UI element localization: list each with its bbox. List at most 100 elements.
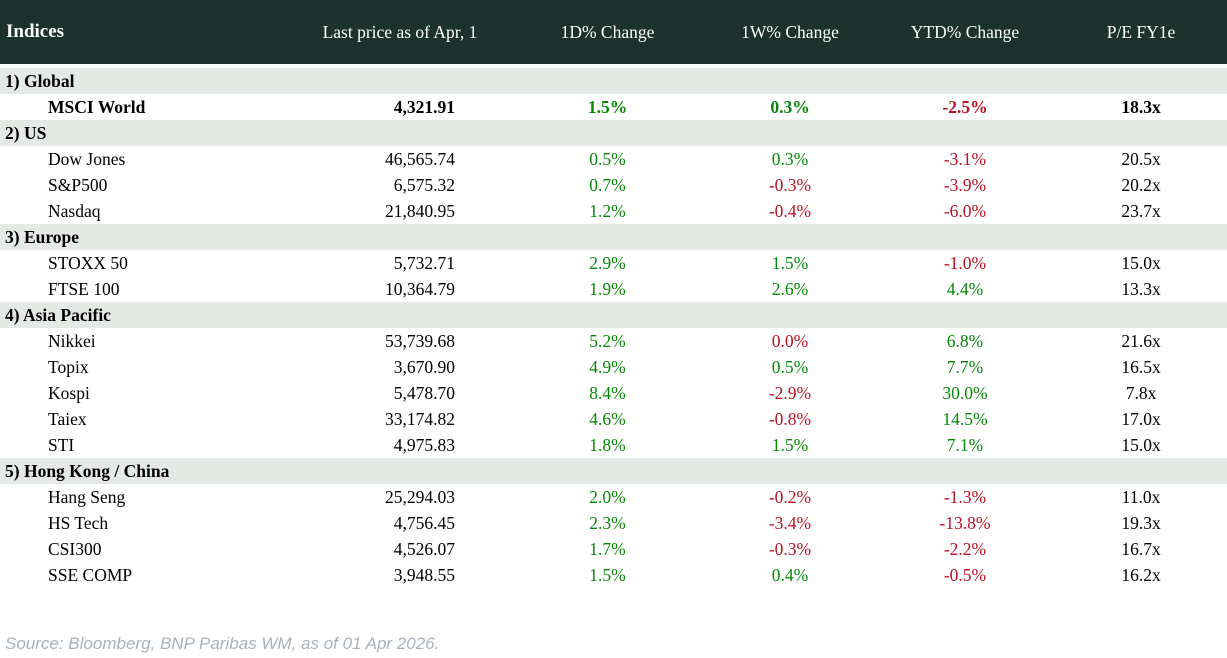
last-price: 3,948.55 — [393, 564, 455, 585]
index-name: S&P500 — [48, 174, 108, 195]
pe-fy1e: 18.3x — [1121, 96, 1161, 117]
index-name: Hang Seng — [48, 486, 126, 507]
table-row: S&P500 6,575.32 0.7% -0.3% -3.9% 20.2x — [0, 172, 1227, 198]
pe-fy1e: 7.8x — [1125, 382, 1157, 403]
section-row: 3) Europe — [0, 224, 1227, 250]
change-1w: 2.6% — [771, 278, 809, 299]
last-price: 33,174.82 — [385, 408, 455, 429]
change-1w: 0.3% — [771, 148, 809, 169]
table-header: Indices Last price as of Apr, 1 1D% Chan… — [0, 0, 1227, 68]
table-row: STOXX 50 5,732.71 2.9% 1.5% -1.0% 15.0x — [0, 250, 1227, 276]
table-row: Hang Seng 25,294.03 2.0% -0.2% -1.3% 11.0x — [0, 484, 1227, 510]
index-name: Nikkei — [48, 330, 96, 351]
change-1w: 0.4% — [771, 564, 809, 585]
change-1d: 1.8% — [589, 434, 626, 455]
section-row: 4) Asia Pacific — [0, 302, 1227, 328]
pe-fy1e: 16.2x — [1121, 564, 1161, 585]
index-name: SSE COMP — [48, 564, 133, 585]
index-name: STI — [48, 434, 75, 455]
change-ytd: 14.5% — [942, 408, 988, 429]
pe-fy1e: 21.6x — [1121, 330, 1161, 351]
source-note: Source: Bloomberg, BNP Paribas WM, as of… — [5, 634, 440, 653]
change-ytd: 7.1% — [946, 434, 984, 455]
change-1w: -3.4% — [768, 512, 812, 533]
index-name: HS Tech — [48, 512, 109, 533]
header-row: Indices Last price as of Apr, 1 1D% Chan… — [0, 0, 1227, 68]
change-1d: 1.5% — [587, 96, 628, 117]
last-price: 21,840.95 — [385, 200, 455, 221]
index-name: Nasdaq — [48, 200, 101, 221]
last-price: 53,739.68 — [385, 330, 455, 351]
change-ytd: -3.1% — [943, 148, 987, 169]
table-row: Dow Jones 46,565.74 0.5% 0.3% -3.1% 20.5x — [0, 146, 1227, 172]
column-header-1d-change: 1D% Change — [510, 0, 705, 68]
table-row: HS Tech 4,756.45 2.3% -3.4% -13.8% 19.3x — [0, 510, 1227, 536]
pe-fy1e: 23.7x — [1121, 200, 1161, 221]
column-header-ytd-change: YTD% Change — [875, 0, 1055, 68]
column-header-pe-fy1e: P/E FY1e — [1055, 0, 1227, 68]
change-ytd: 30.0% — [942, 382, 988, 403]
column-header-indices: Indices — [0, 0, 290, 68]
table-row: Taiex 33,174.82 4.6% -0.8% 14.5% 17.0x — [0, 406, 1227, 432]
last-price: 10,364.79 — [385, 278, 455, 299]
index-name: Taiex — [48, 408, 87, 429]
change-1d: 5.2% — [589, 330, 626, 351]
change-1w: -0.8% — [768, 408, 812, 429]
index-name: STOXX 50 — [48, 252, 128, 273]
last-price: 4,526.07 — [393, 538, 455, 559]
pe-fy1e: 17.0x — [1121, 408, 1161, 429]
change-ytd: -1.3% — [943, 486, 987, 507]
change-1d: 2.3% — [589, 512, 626, 533]
change-1d: 4.9% — [589, 356, 626, 377]
pe-fy1e: 15.0x — [1121, 252, 1161, 273]
change-1d: 4.6% — [589, 408, 626, 429]
change-1w: 0.5% — [771, 356, 809, 377]
change-1d: 1.5% — [589, 564, 626, 585]
pe-fy1e: 20.5x — [1121, 148, 1161, 169]
change-ytd: -3.9% — [943, 174, 987, 195]
change-1w: 0.0% — [771, 330, 809, 351]
column-header-1w-change: 1W% Change — [705, 0, 875, 68]
section-label: 1) Global — [0, 66, 1227, 94]
table-body: 1) Global MSCI World 4,321.91 1.5% 0.3% -2.5%… — [0, 66, 1227, 588]
change-1w: 1.5% — [771, 252, 809, 273]
change-1w: -0.4% — [768, 200, 812, 221]
change-1w: -2.9% — [768, 382, 812, 403]
table-row: STI 4,975.83 1.8% 1.5% 7.1% 15.0x — [0, 432, 1227, 458]
change-1d: 0.7% — [589, 174, 626, 195]
change-1w: -0.3% — [768, 174, 812, 195]
change-ytd: -2.2% — [943, 538, 987, 559]
last-price: 4,756.45 — [393, 512, 455, 533]
table-row: Topix 3,670.90 4.9% 0.5% 7.7% 16.5x — [0, 354, 1227, 380]
change-1d: 1.2% — [589, 200, 626, 221]
section-label: 5) Hong Kong / China — [0, 458, 1227, 484]
pe-fy1e: 20.2x — [1121, 174, 1161, 195]
last-price: 5,732.71 — [393, 252, 455, 273]
section-row: 5) Hong Kong / China — [0, 458, 1227, 484]
last-price: 4,975.83 — [393, 434, 455, 455]
section-label: 3) Europe — [0, 224, 1227, 250]
change-1d: 8.4% — [589, 382, 626, 403]
table-row: CSI300 4,526.07 1.7% -0.3% -2.2% 16.7x — [0, 536, 1227, 562]
change-1w: -0.3% — [768, 538, 812, 559]
table-row: SSE COMP 3,948.55 1.5% 0.4% -0.5% 16.2x — [0, 562, 1227, 588]
last-price: 3,670.90 — [393, 356, 455, 377]
last-price: 6,575.32 — [393, 174, 455, 195]
index-name: Kospi — [48, 382, 90, 403]
pe-fy1e: 13.3x — [1121, 278, 1161, 299]
change-ytd: 6.8% — [946, 330, 984, 351]
table-row: Nasdaq 21,840.95 1.2% -0.4% -6.0% 23.7x — [0, 198, 1227, 224]
change-ytd: 7.7% — [946, 356, 984, 377]
table-row: MSCI World 4,321.91 1.5% 0.3% -2.5% 18.3x — [0, 94, 1227, 120]
change-1w: 0.3% — [770, 96, 810, 117]
change-1d: 0.5% — [589, 148, 626, 169]
pe-fy1e: 16.5x — [1121, 356, 1161, 377]
indices-table: Indices Last price as of Apr, 1 1D% Chan… — [0, 0, 1227, 588]
pe-fy1e: 19.3x — [1121, 512, 1161, 533]
last-price: 46,565.74 — [385, 148, 455, 169]
pe-fy1e: 11.0x — [1121, 486, 1161, 507]
index-name: Topix — [48, 356, 89, 377]
table-row: Nikkei 53,739.68 5.2% 0.0% 6.8% 21.6x — [0, 328, 1227, 354]
change-1w: 1.5% — [771, 434, 809, 455]
change-ytd: -6.0% — [943, 200, 987, 221]
